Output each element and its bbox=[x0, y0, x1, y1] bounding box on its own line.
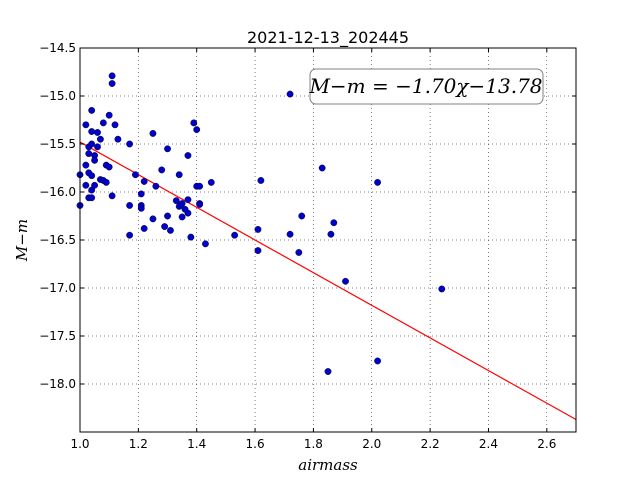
y-tick-label: −16.0 bbox=[39, 185, 76, 199]
data-point bbox=[126, 202, 134, 209]
data-point bbox=[137, 204, 145, 212]
data-point bbox=[207, 178, 215, 186]
y-tick-label: −17.0 bbox=[39, 281, 76, 295]
data-point bbox=[298, 212, 306, 220]
data-point bbox=[82, 181, 90, 189]
data-point bbox=[126, 231, 134, 239]
y-tick-label: −17.5 bbox=[39, 329, 76, 343]
data-point bbox=[327, 230, 335, 238]
x-tick-label: 2.6 bbox=[537, 437, 556, 451]
y-tick-label: −15.0 bbox=[39, 89, 76, 103]
data-point bbox=[167, 226, 174, 234]
data-point bbox=[187, 233, 195, 241]
data-point bbox=[254, 247, 262, 254]
data-point bbox=[105, 111, 113, 119]
data-point bbox=[126, 140, 134, 148]
data-point bbox=[196, 201, 204, 208]
x-tick-label: 1.0 bbox=[70, 437, 89, 451]
y-tick-label: −15.5 bbox=[39, 137, 76, 151]
data-point bbox=[184, 196, 192, 204]
data-point bbox=[97, 135, 104, 143]
data-point bbox=[254, 226, 262, 233]
data-point bbox=[108, 80, 116, 87]
data-point bbox=[184, 152, 192, 159]
axis-ticks: 1.0 1.2 1.4 1.6 1.8 2.0 2.2 2.4 2.6 −14.5 −15.0 −15… bbox=[39, 41, 576, 451]
data-point bbox=[178, 200, 186, 207]
x-tick-label: 1.8 bbox=[304, 437, 323, 451]
data-point bbox=[108, 72, 116, 80]
data-point bbox=[202, 240, 209, 248]
data-point bbox=[82, 161, 90, 169]
data-point bbox=[231, 231, 239, 239]
data-points bbox=[76, 72, 446, 375]
equation-box bbox=[309, 68, 544, 105]
data-point bbox=[88, 128, 96, 135]
data-point bbox=[190, 119, 198, 127]
x-tick-label: 2.4 bbox=[479, 437, 498, 451]
data-point bbox=[330, 219, 338, 227]
data-point bbox=[161, 223, 169, 230]
x-tick-label: 2.2 bbox=[421, 437, 440, 451]
data-point bbox=[91, 181, 98, 189]
data-point bbox=[342, 277, 349, 285]
data-point bbox=[178, 213, 186, 221]
data-point bbox=[88, 107, 96, 114]
data-point bbox=[88, 194, 96, 202]
data-point bbox=[105, 163, 113, 171]
data-point bbox=[149, 130, 157, 137]
data-point bbox=[102, 178, 110, 186]
data-point bbox=[149, 215, 157, 223]
data-point bbox=[438, 285, 446, 293]
data-point bbox=[99, 119, 107, 127]
x-tick-label: 2.0 bbox=[362, 437, 381, 451]
x-tick-label: 1.6 bbox=[246, 437, 265, 451]
data-point bbox=[140, 178, 148, 185]
data-point bbox=[184, 209, 192, 217]
data-point bbox=[286, 90, 294, 98]
data-point bbox=[132, 171, 139, 179]
x-axis-label: airmass bbox=[298, 456, 358, 474]
data-point bbox=[140, 225, 148, 232]
data-point bbox=[108, 192, 116, 200]
data-point bbox=[172, 197, 180, 205]
data-point bbox=[158, 166, 166, 174]
data-point bbox=[164, 212, 171, 220]
data-point bbox=[164, 145, 171, 153]
data-point bbox=[82, 121, 90, 129]
data-point bbox=[88, 140, 96, 148]
y-tick-label: −18.0 bbox=[39, 377, 76, 391]
x-tick-label: 1.4 bbox=[187, 437, 206, 451]
grid bbox=[79, 47, 576, 432]
data-point bbox=[295, 249, 303, 256]
data-point bbox=[286, 230, 294, 238]
data-point bbox=[94, 129, 101, 136]
data-point bbox=[114, 135, 122, 143]
y-tick-label: −16.5 bbox=[39, 233, 76, 247]
data-point bbox=[193, 126, 201, 134]
data-point bbox=[85, 150, 93, 158]
fit-line bbox=[79, 141, 577, 421]
x-tick-label: 1.2 bbox=[129, 437, 148, 451]
data-point bbox=[374, 178, 381, 186]
data-point bbox=[374, 357, 381, 365]
fit-equation: M−m = −1.70χ−13.78 bbox=[308, 74, 542, 98]
data-point bbox=[88, 172, 96, 180]
y-tick-label: −14.5 bbox=[39, 41, 76, 55]
data-point bbox=[318, 164, 326, 172]
data-point bbox=[196, 182, 204, 190]
fit-line-group bbox=[79, 141, 577, 421]
data-point bbox=[91, 156, 98, 164]
data-point bbox=[152, 182, 160, 190]
data-point bbox=[137, 190, 145, 198]
data-point bbox=[94, 143, 101, 151]
y-axis-label: M−m bbox=[13, 219, 31, 262]
chart-title: 2021-12-13_202445 bbox=[247, 28, 409, 48]
data-point bbox=[111, 121, 119, 129]
data-point bbox=[324, 368, 332, 375]
data-point bbox=[175, 171, 183, 179]
data-point bbox=[257, 177, 265, 184]
